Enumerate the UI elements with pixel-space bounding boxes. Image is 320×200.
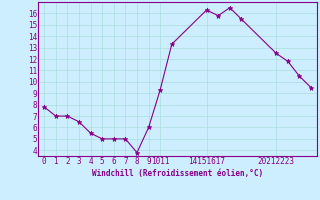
- X-axis label: Windchill (Refroidissement éolien,°C): Windchill (Refroidissement éolien,°C): [92, 169, 263, 178]
